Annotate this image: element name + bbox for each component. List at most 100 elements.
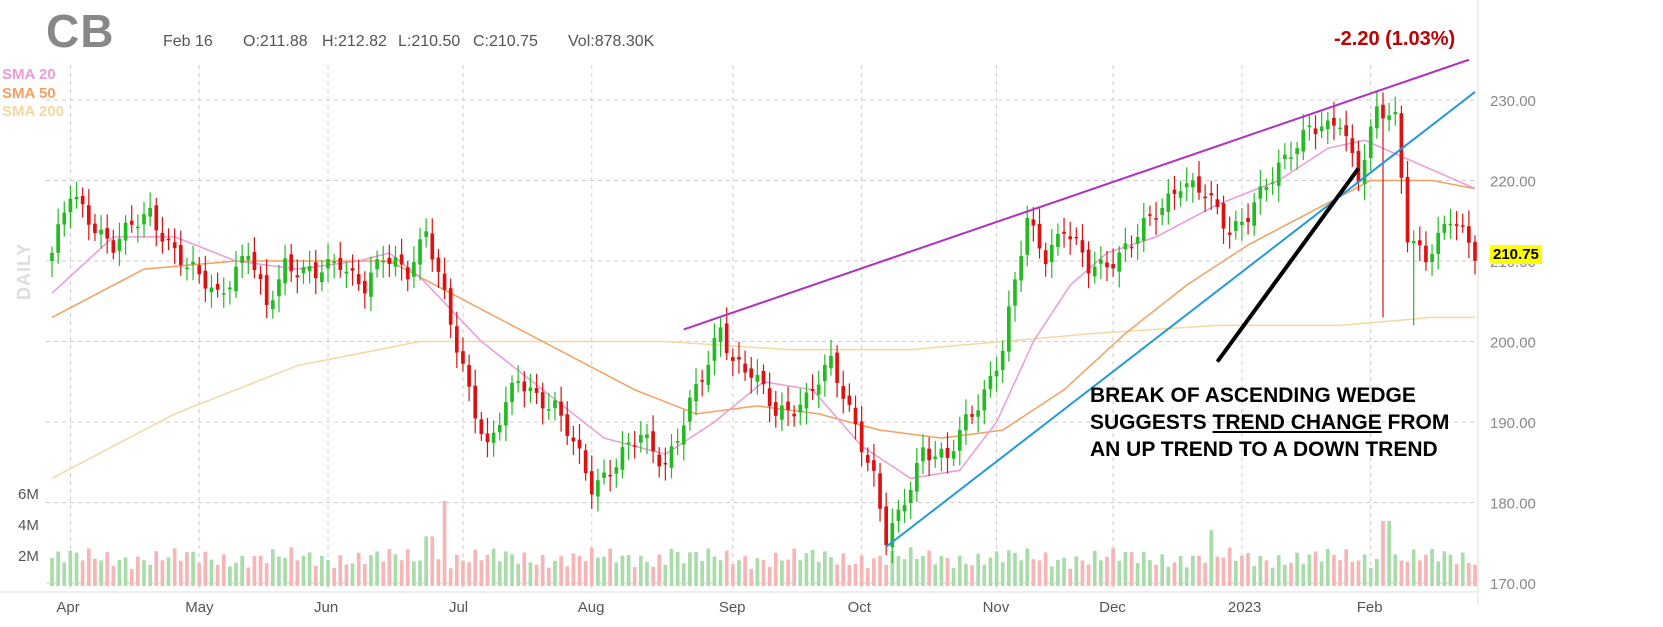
candle-body — [1013, 279, 1017, 306]
volume-bar — [589, 547, 594, 586]
candle-body — [50, 252, 54, 261]
volume-bar — [1307, 554, 1312, 586]
candle-body — [737, 356, 741, 360]
volume-bar — [240, 555, 244, 586]
volume-bar — [313, 565, 318, 586]
candle-body — [178, 245, 183, 266]
candle-body — [332, 261, 336, 264]
volume-bar — [436, 559, 441, 586]
candle-body — [56, 224, 60, 253]
candle-body — [1056, 233, 1060, 247]
volume-bar — [1068, 568, 1073, 586]
volume-bar — [338, 555, 343, 586]
volume-bar — [1166, 566, 1171, 586]
volume-bar — [651, 566, 655, 586]
candle-body — [884, 506, 889, 546]
x-tick-label: Feb — [1357, 599, 1383, 616]
volume-bar — [1258, 555, 1263, 586]
candle-body — [1448, 223, 1453, 226]
volume-bar — [283, 557, 287, 586]
volume-bar — [1129, 552, 1134, 586]
candle-body — [755, 374, 760, 382]
candle-body — [902, 504, 907, 512]
volume-tick-label: 4M — [18, 517, 39, 534]
candle-body — [148, 207, 152, 217]
sma200-line — [51, 316, 1475, 480]
candle-body — [485, 433, 490, 443]
candle-body — [1049, 244, 1054, 263]
candle-body — [559, 401, 563, 416]
volume-bar — [804, 553, 809, 586]
candle-body — [136, 226, 140, 229]
legend-sma50: SMA 50 — [2, 85, 56, 102]
candle-body — [1135, 237, 1140, 244]
candle-body — [730, 357, 735, 361]
volume-bar — [430, 536, 435, 586]
candle-body — [841, 386, 846, 399]
volume-bar — [62, 562, 67, 586]
annotation-line-1: BREAK OF ASCENDING WEDGE — [1090, 384, 1416, 407]
candle-body — [1460, 225, 1465, 227]
volume-bar — [786, 559, 790, 586]
volume-bar — [816, 562, 821, 586]
volume-bar — [1099, 560, 1103, 586]
volume-bar — [381, 561, 386, 586]
volume-bar — [596, 557, 600, 586]
volume-bar — [1332, 554, 1336, 586]
volume-bar — [865, 567, 870, 586]
candle-body — [479, 419, 484, 435]
volume-bar — [172, 548, 177, 586]
volume-bar — [915, 559, 919, 586]
candle-body — [1068, 236, 1073, 240]
volume-bar — [479, 560, 484, 586]
volume-bar — [730, 564, 735, 586]
volume-bar — [1056, 559, 1060, 586]
candle-body — [307, 266, 312, 272]
volume-bar — [546, 567, 551, 586]
annotation-line-2-pre: SUGGESTS — [1090, 411, 1213, 434]
volume-bar — [1025, 548, 1030, 586]
candle-body — [258, 274, 263, 280]
candle-body — [264, 275, 269, 306]
volume-bar — [559, 555, 563, 586]
candle-body — [749, 368, 754, 378]
candle-body — [927, 448, 931, 461]
volume-bar — [982, 564, 987, 586]
candle-body — [461, 351, 465, 364]
candle-body — [645, 434, 649, 439]
candle-body — [1141, 217, 1146, 241]
volume-bar — [1074, 556, 1079, 586]
quote-volume: Vol:878.30K — [568, 33, 655, 50]
volume-bar — [1338, 560, 1342, 586]
candle-body — [1301, 129, 1306, 152]
candle-body — [951, 451, 956, 459]
candle-body — [191, 261, 195, 265]
volume-bar — [264, 563, 269, 586]
candle-body — [743, 363, 747, 373]
volume-bar — [976, 553, 981, 586]
volume-tick-label: 6M — [18, 486, 39, 503]
volume-bar — [1313, 551, 1318, 586]
volume-bar — [1436, 561, 1441, 586]
volume-bar — [448, 568, 453, 586]
candle-body — [369, 272, 373, 297]
volume-bar — [829, 557, 833, 586]
volume-bar — [773, 552, 778, 586]
candle-body — [964, 414, 968, 431]
volume-bar — [798, 560, 803, 586]
candle-body — [1289, 157, 1293, 159]
volume-bar — [350, 563, 355, 586]
volume-bar — [964, 563, 968, 586]
candle-body — [1338, 127, 1342, 130]
candle-body — [657, 454, 662, 467]
candle-body — [1099, 259, 1103, 264]
candle-body — [786, 401, 790, 410]
volume-bar — [289, 547, 294, 586]
candle-body — [228, 287, 232, 290]
candle-body — [338, 257, 343, 270]
candle-body — [142, 214, 146, 225]
volume-bar — [859, 555, 864, 586]
volume-bar — [1007, 550, 1011, 586]
volume-bar — [761, 559, 766, 586]
